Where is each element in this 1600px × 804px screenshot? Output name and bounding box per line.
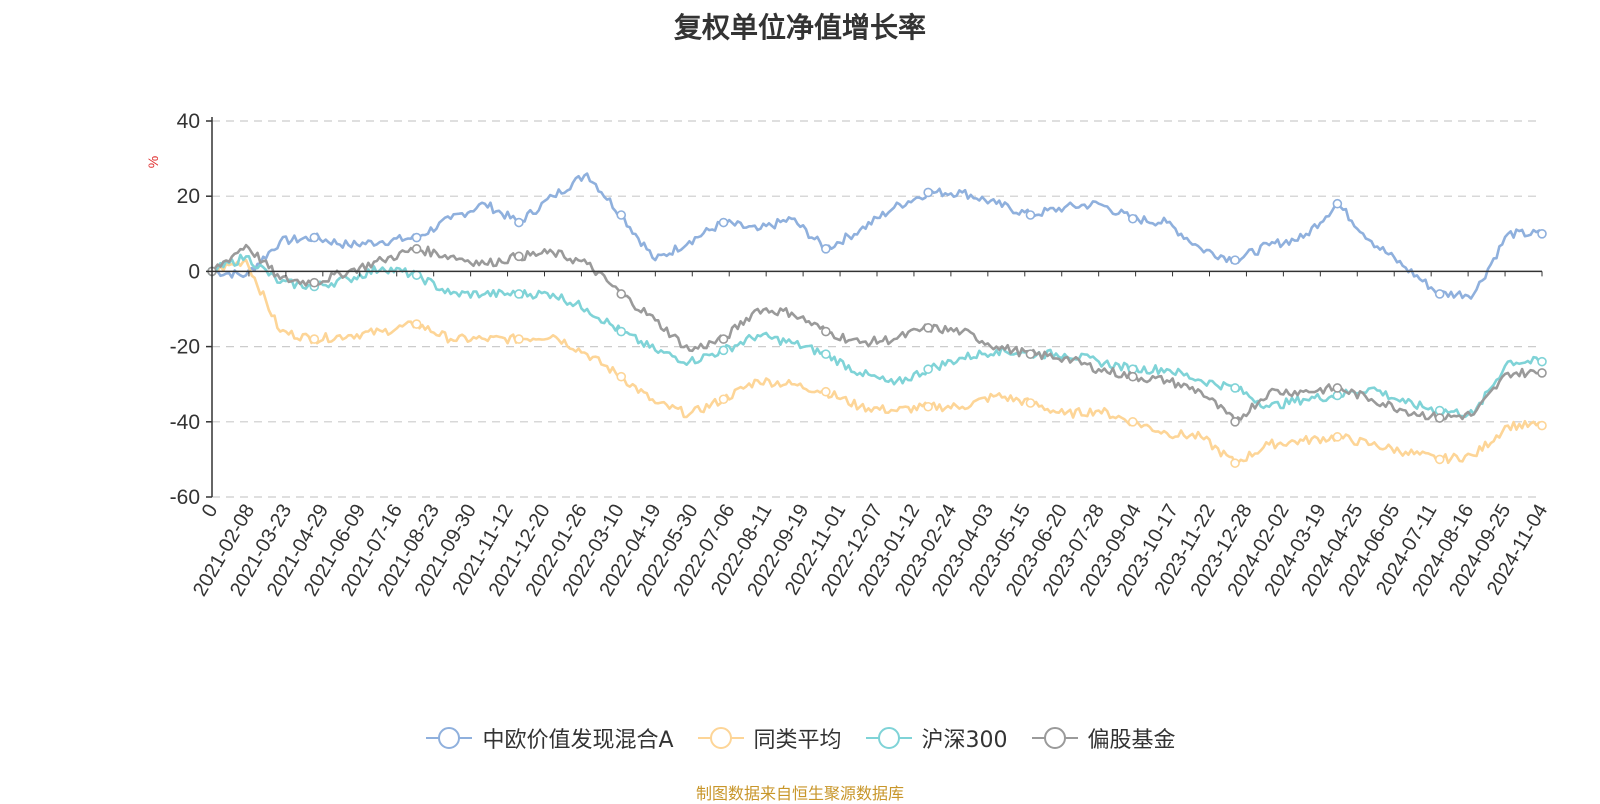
data-point[interactable] xyxy=(514,289,524,299)
data-point[interactable] xyxy=(514,334,524,344)
data-point[interactable] xyxy=(1537,229,1547,239)
data-point[interactable] xyxy=(923,364,933,374)
grid-lines xyxy=(212,120,1542,498)
data-point[interactable] xyxy=(1230,255,1240,265)
y-tick-label: 40 xyxy=(177,110,200,133)
data-point[interactable] xyxy=(1230,383,1240,393)
data-point[interactable] xyxy=(1127,416,1138,427)
data-point[interactable] xyxy=(718,217,729,228)
legend-item-fund[interactable]: 中欧价值发现混合A xyxy=(424,722,674,754)
data-point[interactable] xyxy=(1127,371,1138,382)
data-point[interactable] xyxy=(1537,420,1547,431)
data-point[interactable] xyxy=(1434,454,1445,465)
axes: 40200-20-40-6002021-02-082021-03-232021-… xyxy=(170,110,1553,600)
data-point[interactable] xyxy=(1127,213,1138,224)
legend-label: 沪深300 xyxy=(921,728,1008,753)
series-line-2 xyxy=(211,253,1543,419)
series-line-0 xyxy=(211,172,1543,300)
data-point[interactable] xyxy=(616,210,627,220)
data-point[interactable] xyxy=(616,326,627,337)
data-point[interactable] xyxy=(923,322,933,333)
legend-label: 同类平均 xyxy=(753,728,842,753)
legend-label: 偏股基金 xyxy=(1087,728,1176,753)
series-line-1 xyxy=(211,258,1543,465)
y-axis-label: % xyxy=(145,156,161,168)
data-point[interactable] xyxy=(411,319,422,329)
data-point[interactable] xyxy=(1230,416,1240,427)
data-point[interactable] xyxy=(1332,432,1343,442)
data-point[interactable] xyxy=(514,251,524,262)
series-lines xyxy=(207,172,1547,468)
data-point[interactable] xyxy=(821,326,831,337)
data-point[interactable] xyxy=(1332,383,1343,393)
data-point[interactable] xyxy=(309,334,320,344)
data-point[interactable] xyxy=(821,244,831,254)
data-point[interactable] xyxy=(1230,458,1240,468)
data-point[interactable] xyxy=(1025,398,1036,408)
legend-item-equity-funds[interactable]: 偏股基金 xyxy=(1030,722,1176,754)
line-marker-icon xyxy=(697,727,744,749)
y-tick-label: -40 xyxy=(170,411,200,434)
line-marker-icon xyxy=(1031,727,1078,749)
series-line-3 xyxy=(211,243,1543,424)
data-point[interactable] xyxy=(1025,349,1036,359)
data-point[interactable] xyxy=(1332,198,1343,209)
data-point[interactable] xyxy=(1537,356,1547,367)
y-tick-label: -60 xyxy=(170,486,200,509)
data-point[interactable] xyxy=(514,217,524,228)
data-point[interactable] xyxy=(411,270,422,280)
chart-title: 复权单位净值增长率 xyxy=(673,11,926,44)
data-point[interactable] xyxy=(923,187,933,198)
y-tick-label: 20 xyxy=(177,185,200,208)
legend: 中欧价值发现混合A 同类平均 沪深300 偏股基金 xyxy=(0,722,1600,754)
data-source-note: 制图数据来自恒生聚源数据库 xyxy=(695,784,904,803)
data-point[interactable] xyxy=(309,277,320,288)
data-point[interactable] xyxy=(411,232,422,243)
data-point[interactable] xyxy=(616,371,627,382)
data-point[interactable] xyxy=(1025,210,1036,220)
data-point[interactable] xyxy=(718,394,729,405)
data-point[interactable] xyxy=(411,244,422,254)
data-point[interactable] xyxy=(821,386,831,397)
y-tick-label: -20 xyxy=(170,336,200,359)
data-point[interactable] xyxy=(1537,368,1547,378)
data-point[interactable] xyxy=(718,345,729,356)
line-marker-icon xyxy=(426,727,473,749)
y-tick-label: 0 xyxy=(188,260,200,283)
data-point[interactable] xyxy=(923,401,933,412)
data-point[interactable] xyxy=(821,349,831,359)
legend-item-peer-average[interactable]: 同类平均 xyxy=(696,722,842,754)
legend-label: 中欧价值发现混合A xyxy=(482,728,674,753)
line-marker-icon xyxy=(865,727,912,749)
legend-item-csi300[interactable]: 沪深300 xyxy=(864,722,1008,754)
data-point[interactable] xyxy=(309,232,320,243)
data-point[interactable] xyxy=(718,334,729,344)
data-point[interactable] xyxy=(1434,413,1445,423)
data-point[interactable] xyxy=(1434,289,1445,299)
x-tick-label: 0 xyxy=(198,501,223,522)
data-point[interactable] xyxy=(616,289,627,299)
